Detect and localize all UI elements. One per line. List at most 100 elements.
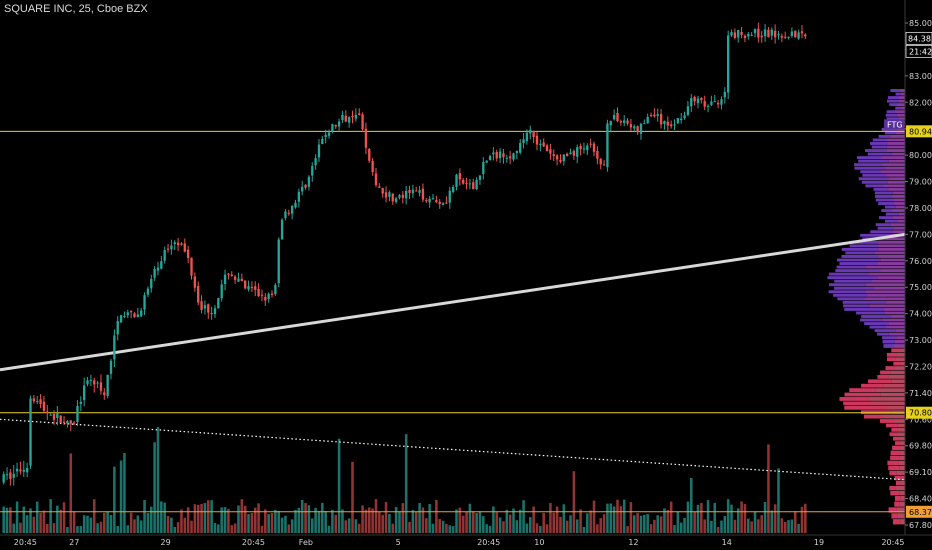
candle-body — [280, 219, 284, 240]
candle-body — [69, 420, 72, 424]
profile-row — [890, 455, 900, 461]
volume-bar — [656, 515, 660, 533]
x-tick-label: 10 — [534, 538, 544, 547]
profile-row — [897, 423, 905, 428]
volume-bar — [797, 523, 800, 533]
price-axis[interactable]: 85.0084.0083.0082.0081.0080.0079.0078.00… — [905, 19, 932, 530]
current-price-badge: 84.38 — [908, 34, 931, 43]
profile-row — [861, 180, 888, 184]
volume-bar — [35, 501, 39, 533]
profile-row — [836, 258, 881, 262]
volume-bar — [512, 508, 515, 533]
profile-row — [849, 388, 876, 393]
profile-row — [897, 513, 905, 519]
profile-row — [888, 159, 905, 163]
volume-bar — [643, 514, 646, 533]
trendlines[interactable] — [0, 232, 906, 481]
profile-row — [899, 465, 905, 471]
candle-body — [143, 295, 146, 310]
profile-row — [870, 401, 905, 406]
candle-body — [763, 29, 767, 37]
profile-row — [880, 370, 891, 375]
volume-bar — [747, 518, 750, 533]
profile-row — [895, 329, 905, 333]
volume-bar — [488, 525, 492, 533]
time-axis[interactable]: 20:45 27 29 20:45 Feb 5 20:45 10 12 14 19 20:45 — [0, 534, 932, 547]
profile-row — [891, 427, 899, 432]
profile-row — [899, 441, 905, 445]
candle-body — [297, 191, 301, 202]
volume-bar — [223, 507, 227, 533]
candle-body — [89, 379, 93, 381]
candle-body — [713, 101, 716, 103]
y-tick-label: 76.00 — [909, 257, 932, 266]
profile-row — [878, 202, 894, 205]
volume-bar — [19, 522, 22, 533]
candle-body — [203, 305, 207, 309]
candle-body — [549, 149, 552, 154]
profile-row — [886, 149, 905, 153]
volume-bar — [579, 509, 582, 533]
candle-body — [485, 160, 488, 163]
volume-bar — [740, 501, 743, 533]
candle-body — [572, 150, 576, 156]
candle-body — [39, 399, 42, 404]
candle-body — [46, 411, 49, 413]
volume-bar — [743, 504, 747, 533]
candle-body — [475, 179, 478, 190]
volume-bar — [646, 513, 649, 533]
candle-body — [374, 173, 378, 186]
candle-body — [230, 274, 233, 276]
profile-row — [889, 134, 905, 138]
volume-bar — [431, 523, 435, 533]
volume-bar — [619, 506, 623, 533]
volume-bar — [304, 503, 307, 533]
volume-bar — [146, 513, 150, 533]
level-badge-bg-2 — [906, 505, 932, 518]
volume-bar — [378, 511, 381, 533]
volume-bar — [666, 509, 670, 533]
candle-body — [425, 199, 428, 201]
candle-body — [207, 304, 210, 313]
candle-body — [532, 130, 535, 138]
candle-body — [421, 188, 425, 200]
y-tick-label: 85.00 — [909, 19, 932, 28]
candle-body — [552, 154, 555, 157]
profile-row — [845, 251, 875, 255]
y-tick-label: 82.00 — [909, 98, 932, 107]
y-tick-label: 74.00 — [909, 310, 932, 319]
volume-bar — [186, 507, 190, 533]
candle-body — [66, 421, 69, 424]
profile-row — [833, 293, 868, 297]
volume-bar — [126, 525, 130, 533]
volume-bar — [46, 523, 49, 533]
horizontal-levels[interactable] — [0, 130, 905, 513]
current-price-badge-bg — [905, 31, 932, 45]
profile-row — [895, 92, 901, 96]
volume-bar — [388, 513, 391, 533]
volume-bar — [428, 504, 431, 533]
volume-bar — [602, 514, 606, 533]
candle-body — [193, 276, 197, 288]
profile-row — [896, 470, 905, 476]
volume-bar — [39, 512, 42, 533]
profile-row — [860, 410, 892, 415]
profile-row — [867, 379, 892, 384]
candle-body — [555, 155, 559, 160]
profile-row — [896, 103, 905, 107]
candle-body — [384, 192, 388, 198]
candle-body — [223, 274, 227, 284]
volume-bar — [334, 514, 338, 533]
candle-body — [411, 189, 415, 194]
candle-body — [441, 203, 445, 205]
countdown-badge-bg — [905, 44, 932, 58]
profile-row — [868, 272, 905, 276]
profile-row — [884, 131, 896, 135]
volume-bar — [217, 524, 220, 533]
volume-bar — [414, 511, 418, 533]
profile-row — [893, 344, 905, 348]
profile-row — [865, 283, 905, 287]
volume-bar — [408, 521, 411, 533]
volume-bar — [753, 511, 757, 533]
